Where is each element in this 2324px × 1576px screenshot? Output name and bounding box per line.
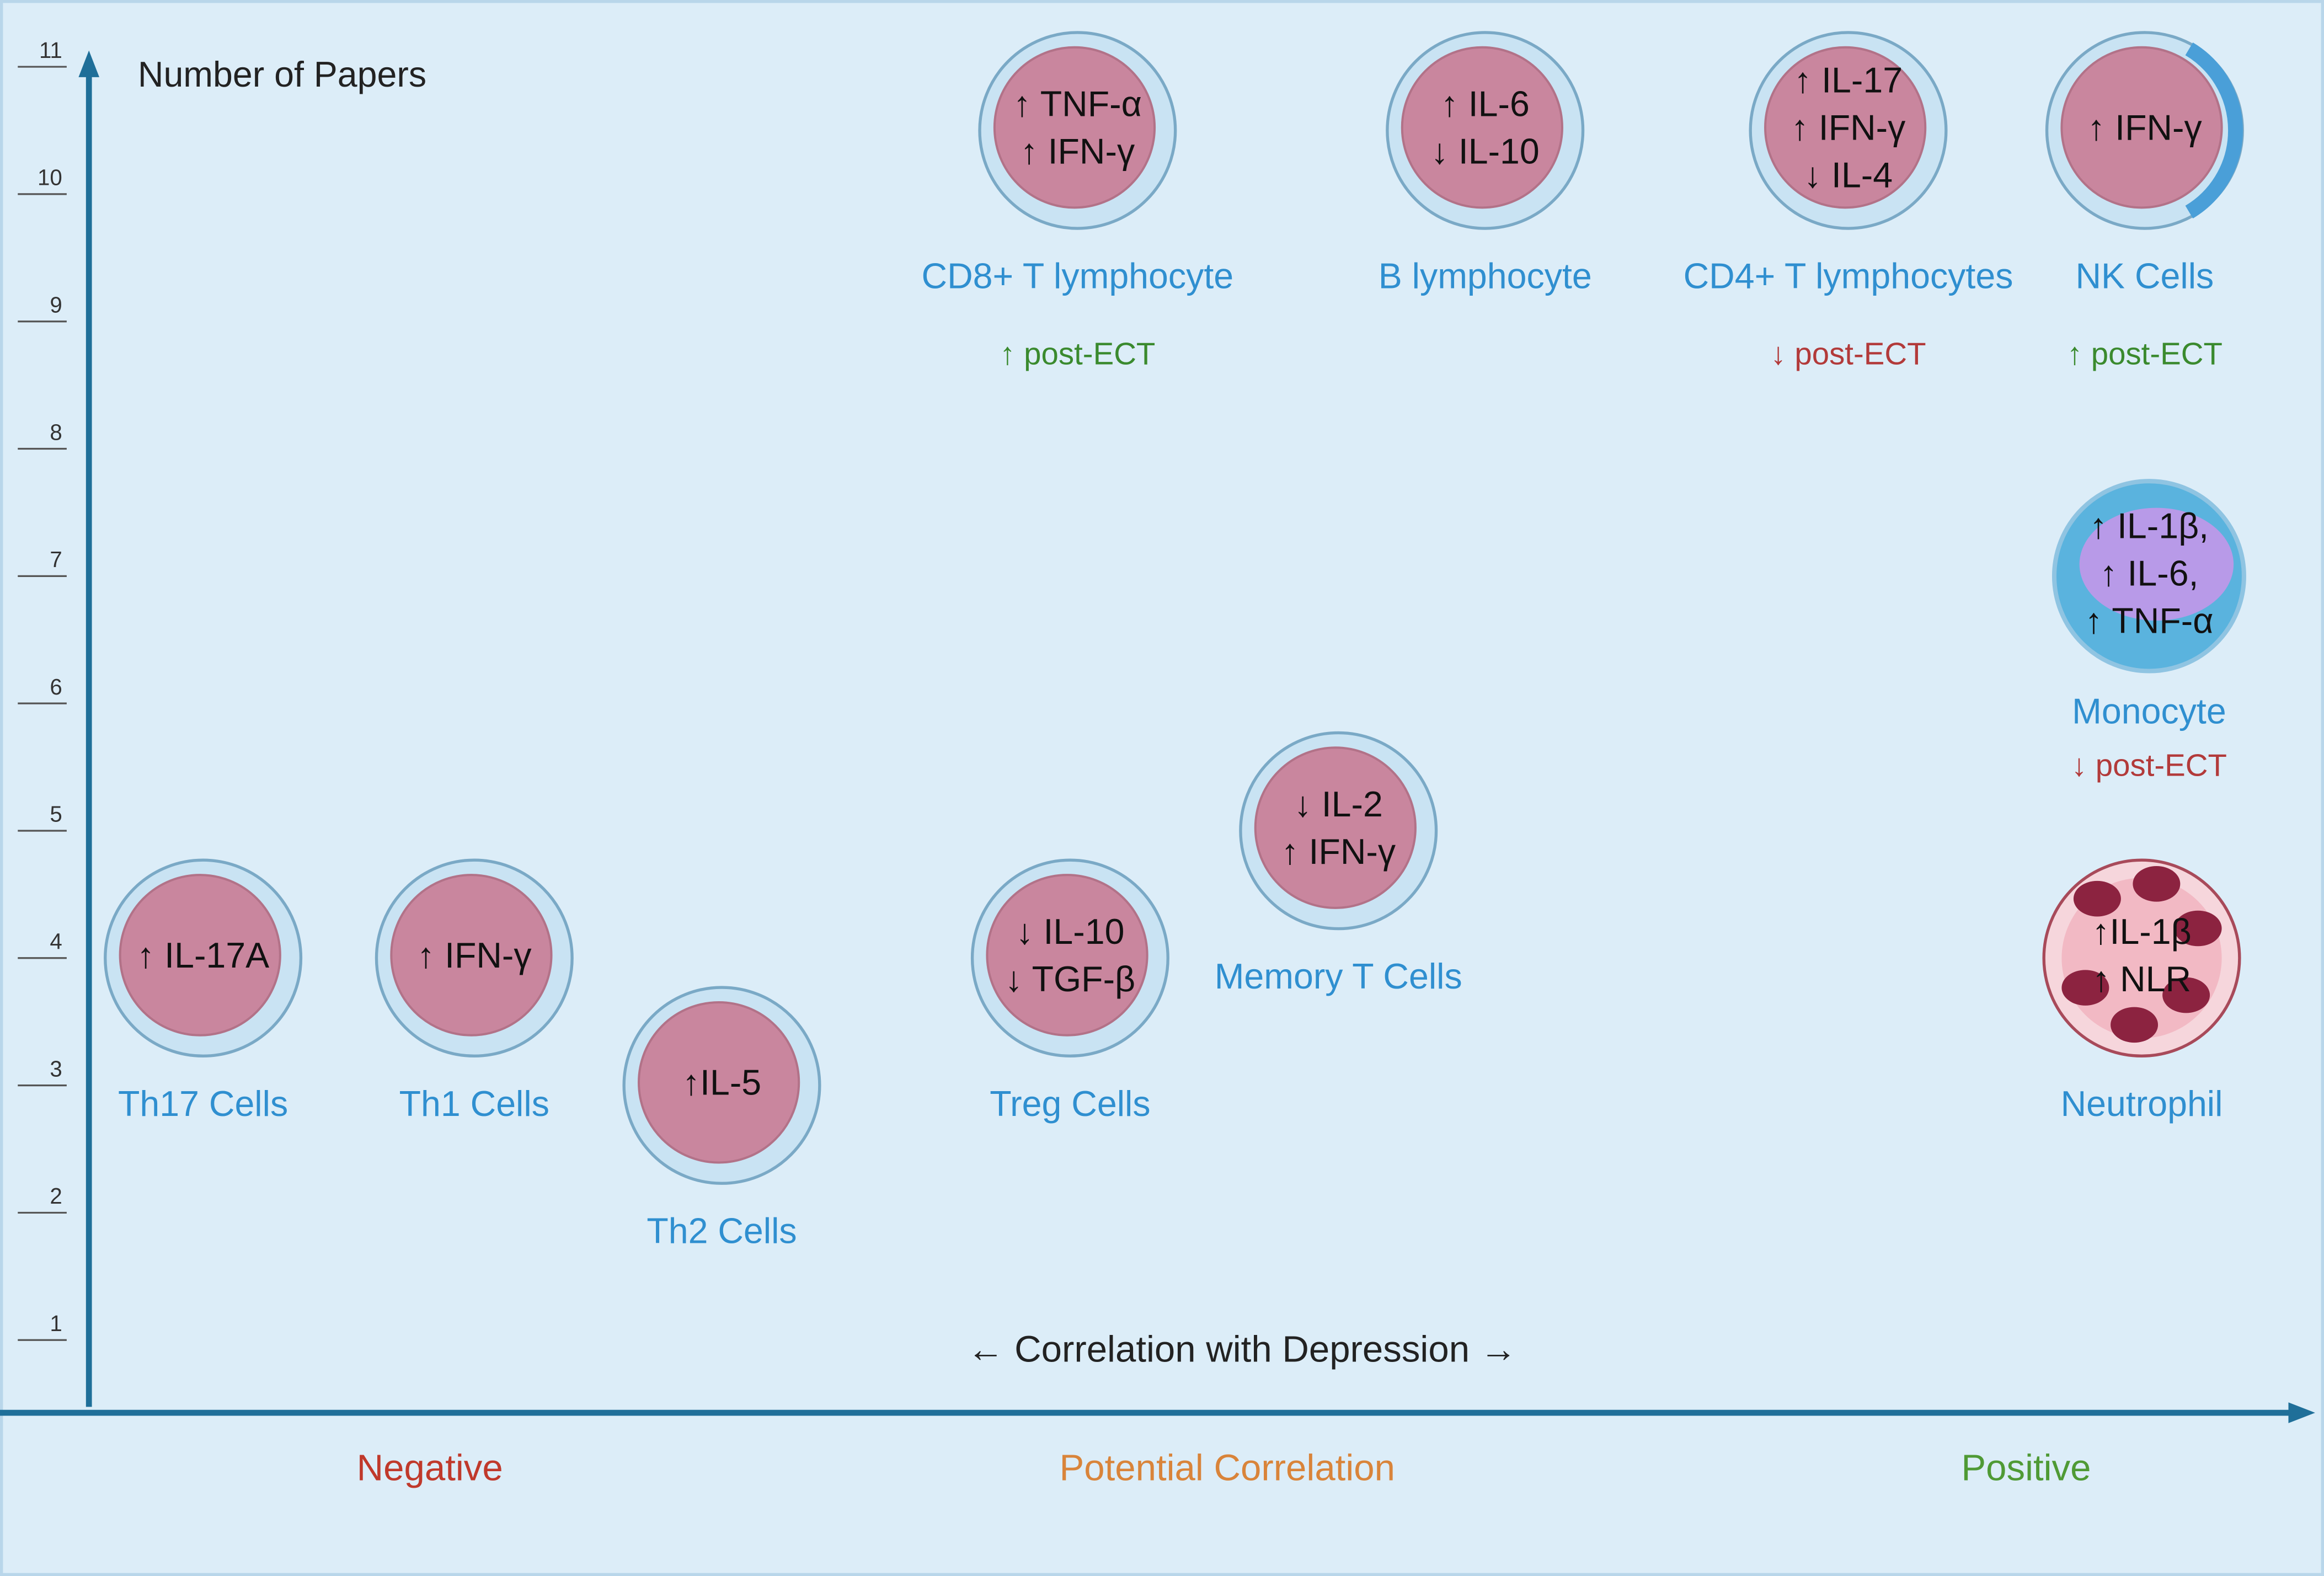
cell-label: CD8+ T lymphocyte (922, 257, 1234, 296)
y-tick-label: 5 (50, 802, 62, 827)
y-tick-label: 11 (39, 38, 62, 63)
y-tick-label: 8 (50, 419, 62, 445)
y-tick-label: 6 (50, 674, 62, 699)
nucleus (119, 874, 281, 1037)
y-axis-arrow (78, 50, 100, 77)
cell: ↓ IL-2 ↑ IFN-γ Memory T Cells (1215, 731, 1462, 996)
marker: ↑ IL-6 (1441, 84, 1530, 124)
x-axis-label: ← Correlation with Depression → (967, 1329, 1517, 1370)
marker: ↓ IL-10 (1016, 912, 1124, 952)
x-axis-arrow (2288, 1402, 2315, 1423)
marker: ↑ IFN-γ (1020, 132, 1135, 172)
cell: ↑ IL-17 ↑ IFN-γ ↓ IL-4 CD4+ T lymphocytes ↓ … (1684, 31, 2013, 371)
marker: ↓ TGF-β (1005, 959, 1135, 999)
y-tick-label: 9 (50, 292, 62, 317)
cell-note: ↓ post-ECT (1770, 336, 1926, 371)
nucleus (390, 874, 553, 1037)
marker: ↑ IFN-γ (1791, 108, 1906, 147)
cell: ↑ TNF-α ↑ IFN-γ CD8+ T lymphocyte ↑ post-EC… (922, 31, 1234, 371)
nucleus (1764, 46, 1927, 209)
cell-label: CD4+ T lymphocytes (1684, 257, 2013, 296)
y-tick-label: 10 (38, 165, 62, 190)
marker: ↑ IFN-γ (1281, 832, 1396, 872)
nucleus-lobe (2061, 970, 2109, 1006)
cell: ↓ IL-10 ↓ TGF-β Treg Cells (970, 858, 1169, 1124)
marker: ↑ IL-1β, (2090, 506, 2209, 546)
marker: ↑IL-1β (2092, 912, 2191, 952)
y-tick-label: 1 (50, 1311, 62, 1336)
marker: ↑ TNF-α (2085, 601, 2213, 640)
nucleus (986, 874, 1148, 1037)
region-label: Negative (357, 1447, 503, 1489)
nucleus (2079, 507, 2234, 621)
cell: ↑IL-1β ↑ NLR Neutrophil (2042, 858, 2241, 1124)
marker: ↑ NLR (2092, 959, 2191, 999)
marker: ↓ IL-4 (1804, 156, 1893, 195)
nucleus-lobe (2133, 866, 2181, 902)
marker: ↑ TNF-α (1013, 84, 1142, 124)
cell: ↑IL-5 Th2 Cells (622, 986, 821, 1251)
nucleus-lobe (2111, 1007, 2159, 1043)
marker: ↑ IL-6, (2099, 553, 2198, 593)
marker: ↑ IFN-γ (417, 936, 532, 975)
nucleus (1401, 46, 1563, 209)
marker: ↓ IL-2 (1294, 784, 1383, 824)
marker: ↑IL-5 (682, 1063, 761, 1103)
cell-note: ↑ post-ECT (1000, 336, 1155, 371)
y-tick-label: 3 (50, 1056, 62, 1081)
nucleus (993, 46, 1156, 209)
nucleus-lobe (2073, 880, 2121, 917)
cell: ↑ IFN-γ NK Cells ↑ post-ECT (2045, 31, 2244, 371)
cell-label: Monocyte (2072, 692, 2226, 731)
marker: ↑ IL-17 (1794, 60, 1903, 100)
y-axis-label: Number of Papers (138, 55, 426, 94)
nucleus-lobe (2162, 977, 2210, 1013)
cell: ↑ IL-17A Th17 Cells (104, 858, 303, 1124)
cell-label: NK Cells (2075, 257, 2214, 296)
cell: ↑ IL-6 ↓ IL-10 B lymphocyte (1379, 31, 1592, 296)
nucleus (638, 1001, 800, 1164)
marker: ↑ IFN-γ (2087, 108, 2202, 147)
cell-edge (2185, 42, 2243, 218)
cell-label: Th17 Cells (118, 1084, 288, 1124)
region-label: Potential Correlation (1059, 1447, 1395, 1489)
cell-note: ↑ post-ECT (2067, 336, 2223, 371)
cell: ↑ IFN-γ Th1 Cells (375, 858, 574, 1124)
cell-label: Treg Cells (990, 1084, 1150, 1124)
y-tick-label: 7 (50, 547, 62, 572)
nucleus (2060, 46, 2223, 209)
nucleus (1254, 746, 1417, 909)
y-tick-label: 4 (50, 929, 62, 954)
cell-label: Neutrophil (2061, 1084, 2223, 1124)
cell: ↑ IL-1β, ↑ IL-6, ↑ TNF-α Monocyte ↓ post-ECT (2051, 479, 2246, 782)
cell-label: Memory T Cells (1215, 957, 1462, 996)
nucleus-lobe (2174, 910, 2222, 947)
marker: ↑ IL-17A (137, 936, 269, 975)
marker: ↓ IL-10 (1431, 132, 1540, 172)
cell-note: ↓ post-ECT (2071, 747, 2227, 782)
cell-label: Th2 Cells (647, 1211, 797, 1251)
cell-label: Th1 Cells (399, 1084, 549, 1124)
cell-label: B lymphocyte (1379, 257, 1592, 296)
region-label: Positive (1961, 1447, 2091, 1489)
y-tick-label: 2 (50, 1183, 62, 1209)
